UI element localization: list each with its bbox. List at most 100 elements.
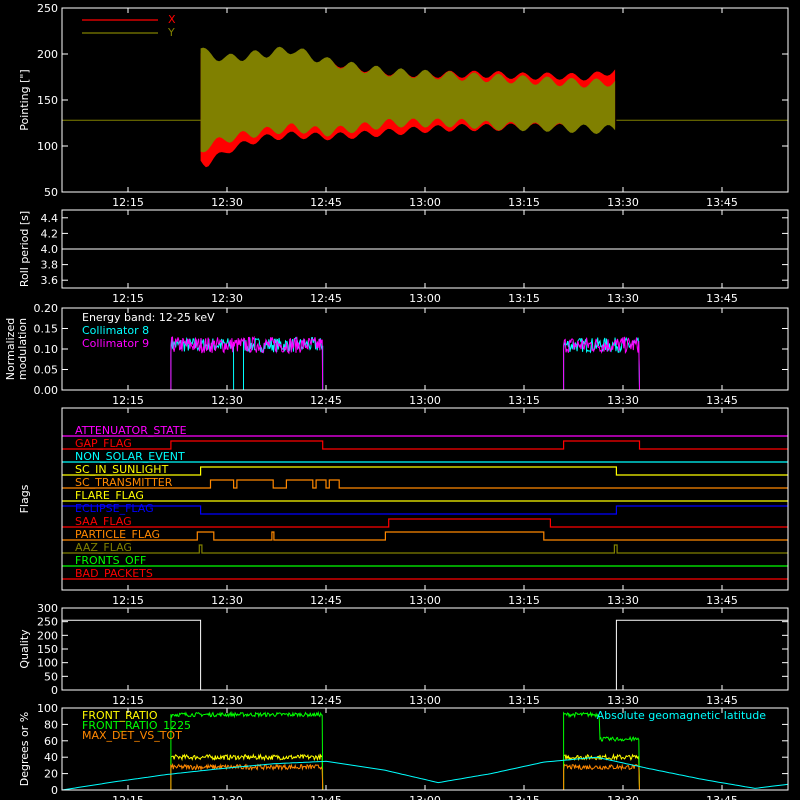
y-tick-label: 150 [37, 643, 58, 656]
flag-label-sc-transmitter: SC_TRANSMITTER [75, 476, 173, 489]
x-tick-label: 13:30 [607, 394, 639, 407]
y-axis-label-line: modulation [16, 318, 29, 380]
y-tick-label: 0.15 [34, 323, 59, 336]
y-tick-label: 0 [51, 684, 58, 697]
x-tick-label: 13:30 [607, 292, 639, 305]
x-tick-label: 12:30 [211, 694, 243, 707]
x-tick-label: 13:45 [706, 196, 738, 209]
x-tick-label: 13:00 [409, 594, 441, 607]
flag-label-fronts-off: FRONTS_OFF [75, 554, 146, 567]
y-tick-label: 250 [37, 616, 58, 629]
y-tick-label: 50 [44, 670, 58, 683]
y-tick-label: 250 [37, 2, 58, 15]
flag-label-sc-in-sunlight: SC_IN_SUNLIGHT [75, 463, 169, 476]
x-tick-label: 12:45 [310, 794, 342, 800]
x-tick-label: 13:30 [607, 794, 639, 800]
modulation-annotation: Energy band: 12-25 keV [82, 311, 215, 324]
x-tick-label: 13:30 [607, 594, 639, 607]
x-tick-label: 13:15 [508, 694, 540, 707]
x-tick-label: 12:15 [112, 196, 144, 209]
y-tick-label: 20 [44, 768, 58, 781]
y-tick-label: 60 [44, 735, 58, 748]
y-axis-label: Degrees or % [18, 712, 31, 786]
x-tick-label: 12:30 [211, 794, 243, 800]
x-tick-label: 12:15 [112, 694, 144, 707]
y-tick-label: 80 [44, 718, 58, 731]
x-tick-label: 12:45 [310, 196, 342, 209]
y-tick-label: 4.2 [41, 227, 59, 240]
x-tick-label: 13:30 [607, 196, 639, 209]
y-tick-label: 100 [37, 657, 58, 670]
x-tick-label: 13:15 [508, 394, 540, 407]
flag-trace-sc-in-sunlight [62, 466, 788, 476]
legend-label-front-ratio: FRONT_RATIO [82, 709, 158, 722]
ratio-trace-max-det-vs-tot [170, 762, 324, 791]
geomagnetic-latitude-trace [61, 756, 789, 791]
x-tick-label: 12:30 [211, 292, 243, 305]
flag-label-particle-flag: PARTICLE_FLAG [75, 528, 160, 541]
x-tick-label: 12:30 [211, 594, 243, 607]
ratio-trace-front-ratio-1225 [563, 711, 640, 791]
x-tick-label: 12:45 [310, 694, 342, 707]
flag-trace-particle-flag [62, 531, 788, 541]
y-tick-label: 300 [37, 602, 58, 615]
flag-trace-sc-transmitter [62, 479, 788, 489]
legend-label-y: Y [167, 26, 175, 39]
x-tick-label: 12:15 [112, 394, 144, 407]
y-tick-label: 150 [37, 94, 58, 107]
flag-label-attenuator-state: ATTENUATOR_STATE [75, 424, 187, 437]
y-axis-label: Quality [18, 629, 31, 669]
modulation-trace-collimator-9 [170, 335, 324, 391]
x-tick-label: 13:45 [706, 694, 738, 707]
x-tick-label: 12:30 [211, 196, 243, 209]
x-tick-label: 12:15 [112, 292, 144, 305]
y-tick-label: 0.10 [34, 343, 59, 356]
y-axis-label: Pointing ["] [18, 69, 31, 130]
x-tick-label: 13:00 [409, 292, 441, 305]
x-tick-label: 13:15 [508, 196, 540, 209]
ratio-trace-front-ratio [563, 753, 640, 791]
legend-label-max-det-vs-tot: MAX_DET_VS_TOT [82, 729, 182, 742]
legend-label-collimator-8: Collimator 8 [82, 324, 149, 337]
modulation-trace-collimator-8 [563, 336, 640, 391]
y-axis-label-line: Normalized [4, 318, 17, 380]
flag-trace-gap-flag [62, 440, 788, 450]
modulation-trace-collimator-9 [563, 336, 640, 391]
y-tick-label: 40 [44, 751, 58, 764]
x-tick-label: 12:15 [112, 594, 144, 607]
y-tick-label: 0.05 [34, 364, 59, 377]
ratio-trace-front-ratio-1225 [170, 710, 324, 791]
x-tick-label: 12:45 [310, 594, 342, 607]
y-tick-label: 4.4 [41, 212, 59, 225]
ratio-trace-max-det-vs-tot [563, 763, 640, 791]
y-axis-label: Flags [18, 484, 31, 513]
x-tick-label: 13:45 [706, 594, 738, 607]
modulation-trace-collimator-8 [243, 336, 324, 390]
x-tick-label: 12:15 [112, 794, 144, 800]
flag-label-eclipse-flag: ECLIPSE_FLAG [75, 502, 154, 515]
y-tick-label: 50 [44, 186, 58, 199]
y-tick-label: 100 [37, 140, 58, 153]
x-tick-label: 13:00 [409, 794, 441, 800]
y-tick-label: 0 [51, 784, 58, 797]
x-tick-label: 12:30 [211, 394, 243, 407]
pointing-band-y [200, 46, 616, 153]
flag-label-gap-flag: GAP_FLAG [75, 437, 132, 450]
flag-trace-saa-flag [62, 518, 788, 528]
y-tick-label: 0.00 [34, 384, 59, 397]
y-tick-label: 100 [37, 702, 58, 715]
legend-label-collimator-9: Collimator 9 [82, 337, 149, 350]
x-tick-label: 13:15 [508, 594, 540, 607]
flag-trace-aaz-flag [62, 544, 788, 554]
y-tick-label: 3.8 [41, 259, 59, 272]
flag-label-saa-flag: SAA_FLAG [75, 515, 132, 528]
x-tick-label: 13:30 [607, 694, 639, 707]
latitude-annotation: Absolute geomagnetic latitude [597, 709, 767, 722]
y-tick-label: 0.20 [34, 302, 59, 315]
flag-label-non-solar-event: NON_SOLAR_EVENT [75, 450, 185, 463]
flag-trace-eclipse-flag [62, 505, 788, 515]
x-tick-label: 12:45 [310, 292, 342, 305]
x-tick-label: 13:45 [706, 292, 738, 305]
x-tick-label: 13:15 [508, 794, 540, 800]
